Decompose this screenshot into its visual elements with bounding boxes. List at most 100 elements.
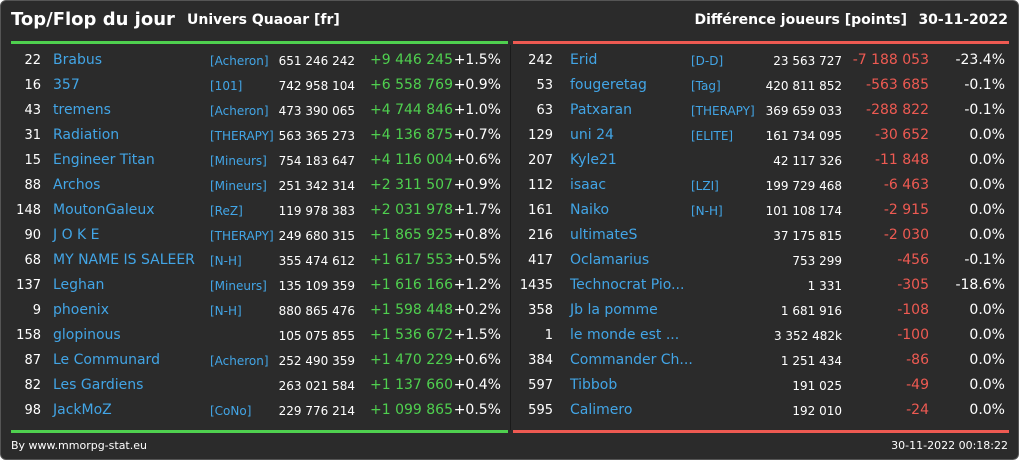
alliance-tag-link[interactable]: [THERAPY] [210, 129, 274, 143]
player-points: 355 474 612 [278, 254, 355, 268]
player-name-link[interactable]: J O K E [53, 227, 100, 243]
percent-change: -0.1% [964, 252, 1005, 268]
player-name-link[interactable]: Le Communard [53, 352, 160, 368]
points-difference: +1 137 660 [370, 377, 453, 393]
alliance-tag-link[interactable]: [N-H] [210, 304, 242, 318]
percent-change: +0.8% [453, 227, 501, 243]
percent-change: 0.0% [969, 402, 1005, 418]
player-points: 880 865 476 [278, 304, 355, 318]
player-points: 192 010 [792, 404, 842, 418]
player-name-link[interactable]: Naiko [570, 202, 610, 218]
player-name-link[interactable]: Leghan [53, 277, 105, 293]
points-difference: -7 188 053 [852, 52, 929, 68]
alliance-tag-link[interactable]: [ReZ] [210, 204, 243, 218]
alliance-tag-link[interactable]: [CoNo] [210, 404, 252, 418]
list-item: 15 Engineer Titan [Mineurs] 754 183 647 +4 1… [1, 148, 510, 173]
player-name-link[interactable]: phoenix [53, 302, 109, 318]
list-item: 9 phoenix [N-H] 880 865 476 +1 598 448 +0.2% [1, 298, 510, 323]
player-points: 37 175 815 [773, 229, 842, 243]
alliance-tag-link[interactable]: [ELITE] [691, 129, 734, 143]
alliance-tag-link[interactable]: [LZI] [691, 179, 719, 193]
flop-list: 242 Erid [D-D] 23 563 727 -7 188 053 -23.4% 53… [511, 48, 1018, 423]
player-name-link[interactable]: Calimero [570, 402, 633, 418]
alliance-tag-link[interactable]: [101] [210, 79, 243, 93]
player-name-link[interactable]: Les Gardiens [53, 377, 144, 393]
percent-change: 0.0% [969, 352, 1005, 368]
player-name-link[interactable]: tremens [53, 102, 111, 118]
player-name-link[interactable]: Commander Ch... [570, 352, 693, 368]
player-rank: 595 [528, 403, 553, 418]
alliance-tag-link[interactable]: [N-H] [210, 254, 242, 268]
alliance-tag-link[interactable]: [THERAPY] [691, 104, 755, 118]
percent-change: 0.0% [969, 327, 1005, 343]
player-name-link[interactable]: Tibbob [570, 377, 618, 393]
player-name-link[interactable]: Engineer Titan [53, 152, 155, 168]
player-points: 161 734 095 [765, 129, 842, 143]
player-name-link[interactable]: Oclamarius [570, 252, 650, 268]
percent-change: +0.4% [453, 377, 501, 393]
player-name-link[interactable]: Radiation [53, 127, 120, 143]
player-name-link[interactable]: JackMoZ [53, 402, 112, 418]
player-name-link[interactable]: Brabus [53, 52, 102, 68]
points-difference: -288 822 [866, 102, 929, 118]
player-rank: 63 [536, 103, 553, 118]
player-points: 229 776 214 [278, 404, 355, 418]
player-points: 42 117 326 [773, 154, 842, 168]
player-name-link[interactable]: fougeretag [570, 77, 647, 93]
points-difference: -108 [897, 302, 929, 318]
player-name-link[interactable]: Technocrat Pio... [570, 277, 685, 293]
header-date: 30-11-2022 [918, 12, 1008, 28]
percent-change: 0.0% [969, 302, 1005, 318]
player-name-link[interactable]: uni 24 [570, 127, 614, 143]
percent-change: 0.0% [969, 177, 1005, 193]
player-points: 369 659 033 [765, 104, 842, 118]
alliance-tag-link[interactable]: [Acheron] [210, 54, 269, 68]
footer-source[interactable]: By www.mmorpg-stat.eu [11, 439, 147, 452]
percent-change: +1.7% [453, 202, 501, 218]
player-rank: 137 [16, 278, 41, 293]
player-name-link[interactable]: 357 [53, 77, 80, 93]
player-rank: 597 [528, 378, 553, 393]
player-points: 251 342 314 [278, 179, 355, 193]
player-name-link[interactable]: Jb la pomme [570, 302, 658, 318]
percent-change: +1.0% [453, 102, 501, 118]
alliance-tag-link[interactable]: [Mineurs] [210, 154, 267, 168]
player-points: 249 680 315 [278, 229, 355, 243]
alliance-tag-link[interactable]: [Acheron] [210, 354, 269, 368]
percent-change: +1.5% [453, 52, 501, 68]
points-difference: -24 [906, 402, 929, 418]
flop-bottom-bar [513, 430, 1009, 433]
universe-label: Univers Quaoar [fr] [187, 12, 340, 28]
percent-change: 0.0% [969, 152, 1005, 168]
points-difference: -11 848 [874, 152, 929, 168]
player-name-link[interactable]: Kyle21 [570, 152, 617, 168]
player-points: 3 352 482k [773, 329, 842, 343]
alliance-tag-link[interactable]: [THERAPY] [210, 229, 274, 243]
player-rank: 242 [528, 53, 553, 68]
alliance-tag-link[interactable]: [Mineurs] [210, 179, 267, 193]
points-difference: -2 915 [883, 202, 929, 218]
list-item: 207 Kyle21 42 117 326 -11 848 0.0% [511, 148, 1018, 173]
alliance-tag-link[interactable]: [Acheron] [210, 104, 269, 118]
player-name-link[interactable]: le monde est ... [570, 327, 680, 343]
alliance-tag-link[interactable]: [Tag] [691, 79, 721, 93]
player-name-link[interactable]: glopinous [53, 327, 121, 343]
alliance-tag-link[interactable]: [D-D] [691, 54, 724, 68]
list-item: 148 MoutonGaleux [ReZ] 119 978 383 +2 031 97… [1, 198, 510, 223]
list-item: 16 357 [101] 742 958 104 +6 558 769 +0.9% [1, 73, 510, 98]
alliance-tag-link[interactable]: [N-H] [691, 204, 723, 218]
player-name-link[interactable]: Erid [570, 52, 598, 68]
player-points: 199 729 468 [765, 179, 842, 193]
player-name-link[interactable]: Archos [53, 177, 101, 193]
player-name-link[interactable]: isaac [570, 177, 607, 193]
player-rank: 16 [24, 78, 41, 93]
player-name-link[interactable]: MoutonGaleux [53, 202, 155, 218]
player-name-link[interactable]: Patxaran [570, 102, 632, 118]
points-difference: -2 030 [883, 227, 929, 243]
points-difference: +2 031 978 [370, 202, 453, 218]
player-rank: 384 [528, 353, 553, 368]
player-name-link[interactable]: ultimateS [570, 227, 638, 243]
percent-change: +0.7% [453, 127, 501, 143]
alliance-tag-link[interactable]: [Mineurs] [210, 279, 267, 293]
player-name-link[interactable]: MY NAME IS SALEER [53, 252, 195, 268]
